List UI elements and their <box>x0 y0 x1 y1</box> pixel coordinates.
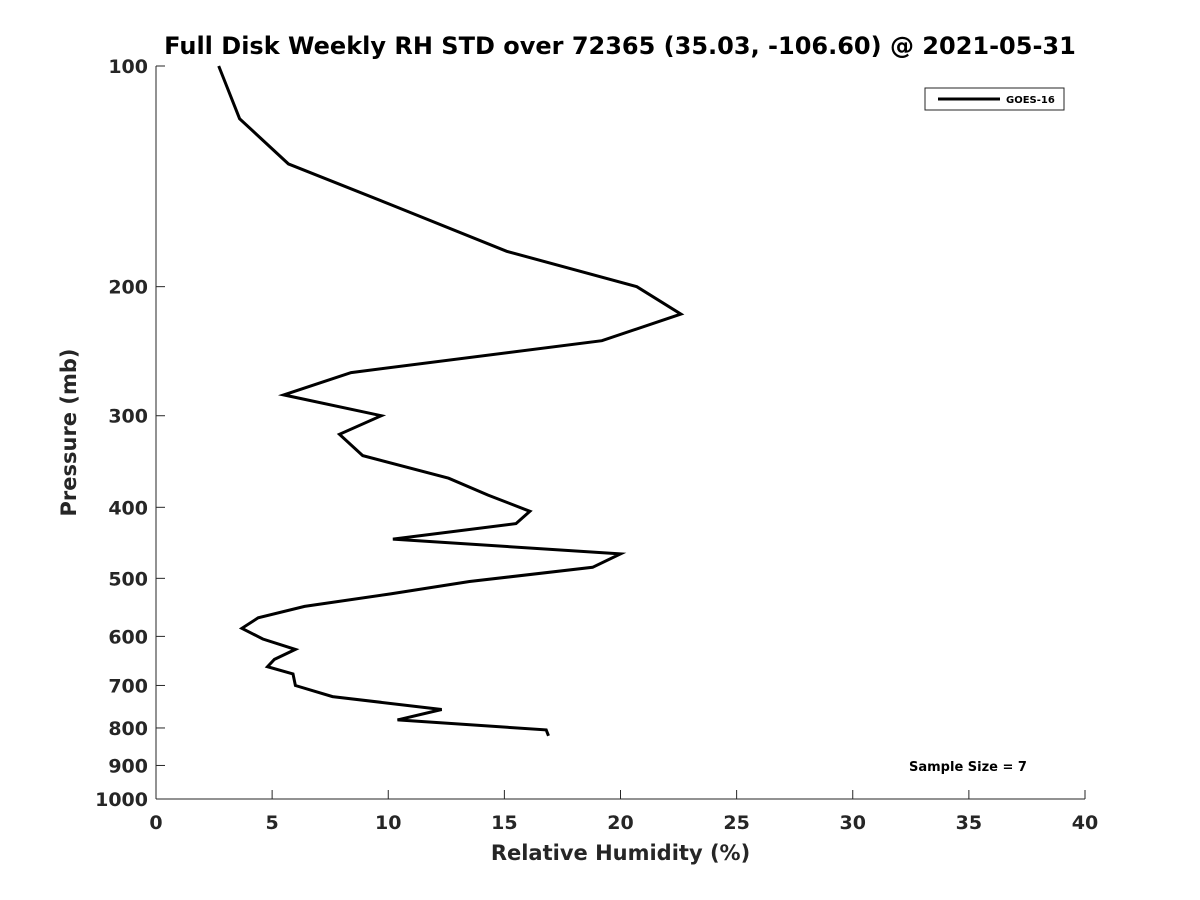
x-tick-label: 10 <box>375 812 401 834</box>
y-tick-label: 400 <box>108 497 148 519</box>
y-tick-label: 800 <box>108 718 148 740</box>
y-tick-label: 300 <box>108 406 148 428</box>
x-tick-label: 25 <box>723 812 749 834</box>
y-tick-label: 900 <box>108 755 148 777</box>
legend: GOES-16 <box>924 87 1065 111</box>
legend-label-goes-16: GOES-16 <box>1006 95 1055 106</box>
y-tick-label: 100 <box>108 56 148 78</box>
y-tick-label: 600 <box>108 626 148 648</box>
x-tick-label: 30 <box>840 812 866 834</box>
y-tick-label: 1000 <box>95 789 148 811</box>
x-tick-label: 40 <box>1072 812 1098 834</box>
x-tick-label: 35 <box>956 812 982 834</box>
x-tick-label: 20 <box>607 812 633 834</box>
plot-area: 0 5 10 15 20 25 30 35 40 100 200 300 400 500 600 700 800… <box>95 56 1098 834</box>
x-tick-label: 0 <box>149 812 162 834</box>
y-tick-label: 200 <box>108 277 148 299</box>
x-tick-label: 15 <box>491 812 517 834</box>
y-tick-label: 500 <box>108 568 148 590</box>
sample-size-annotation: Sample Size = 7 <box>909 760 1027 775</box>
y-tick-label: 700 <box>108 675 148 697</box>
y-axis-label: Pressure (mb) <box>57 349 81 517</box>
series-line-goes-16 <box>217 65 685 737</box>
x-axis-label: Relative Humidity (%) <box>491 841 750 865</box>
x-tick-label: 5 <box>266 812 279 834</box>
chart-title: Full Disk Weekly RH STD over 72365 (35.0… <box>164 32 1076 60</box>
